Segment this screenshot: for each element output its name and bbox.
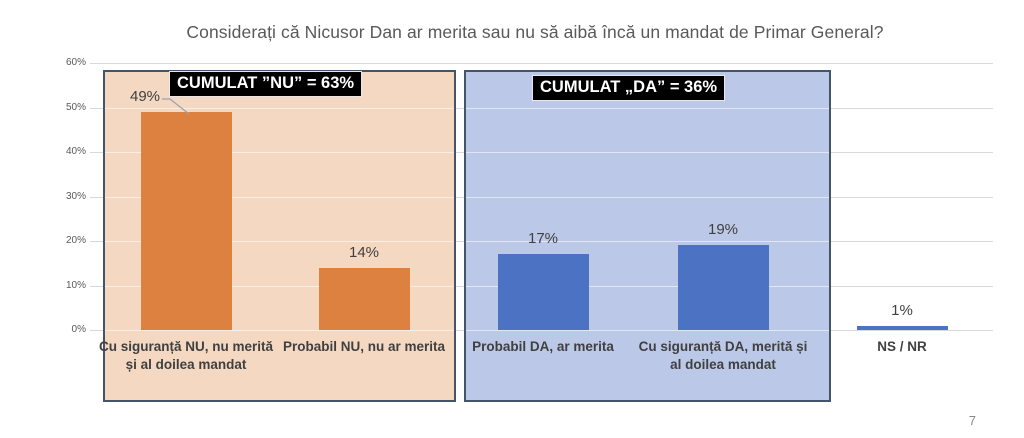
y-tick-label: 10% [65, 279, 86, 291]
gridline-overlay [466, 285, 829, 287]
bar-2 [318, 267, 410, 330]
y-tick-label: 30% [65, 190, 86, 202]
page-number: 7 [968, 413, 976, 428]
cumulat-nu-label: CUMULAT ”NU” = 63% [168, 71, 363, 97]
gridline-overlay [466, 241, 829, 242]
gridline-overlay [466, 196, 829, 198]
gridline-overlay [105, 152, 454, 153]
bar-value-label: 14% [348, 243, 380, 261]
chart-title: Considerați că Nicusor Dan ar merita sau… [186, 22, 884, 42]
y-tick-label: 0% [71, 324, 86, 335]
bar-value-label: 19% [707, 221, 739, 239]
y-tick-label: 50% [65, 101, 86, 113]
gridline-overlay [105, 241, 454, 242]
bar-value-label: 17% [527, 230, 559, 248]
y-tick-label: 40% [65, 146, 86, 157]
category-label: Probabil DA, ar merita [472, 339, 614, 354]
gridline-overlay [466, 107, 829, 109]
gridline-overlay [105, 107, 454, 109]
y-tick-label: 20% [65, 235, 86, 246]
category-label: Probabil NU, nu ar merita [282, 339, 446, 354]
category-label: Cu siguranță NU, nu merită și al doilea … [98, 339, 274, 373]
gridline-overlay [466, 330, 829, 331]
bar-1 [140, 111, 232, 330]
cumulat-da-label: CUMULAT „DA” = 36% [531, 75, 726, 101]
gridline-overlay [466, 152, 829, 153]
bar-3 [497, 254, 589, 330]
group-panel-da [464, 70, 831, 402]
gridline-overlay [105, 196, 454, 198]
y-tick-label: 60% [65, 57, 86, 68]
gridline-overlay [105, 330, 454, 331]
bar-value-label: 1% [891, 301, 913, 319]
gridline [90, 63, 993, 64]
bar-value-label: 49% [129, 87, 161, 105]
gridline-overlay [105, 285, 454, 287]
bar-5 [856, 325, 948, 330]
category-label: NS / NR [877, 339, 927, 354]
bar-4 [677, 245, 769, 330]
category-label: Cu siguranță DA, merită și al doilea man… [638, 339, 808, 373]
